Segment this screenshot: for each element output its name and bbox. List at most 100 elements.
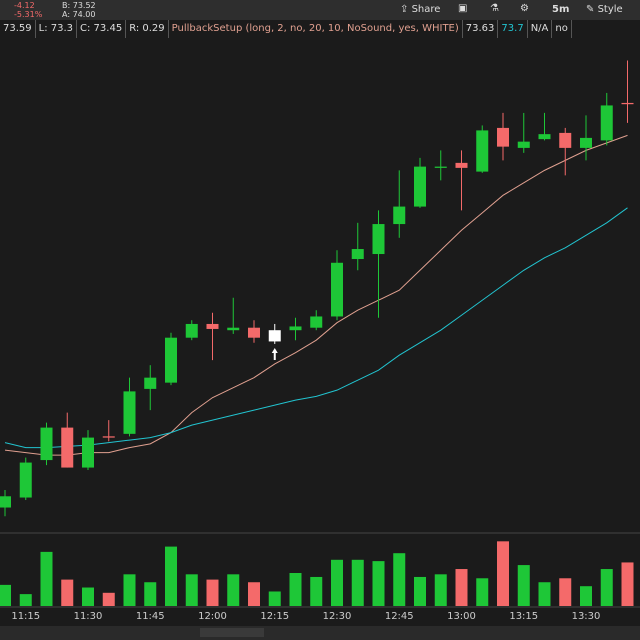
- study-bar: 73.59 L: 73.3 C: 73.45 R: 0.29 PullbackS…: [0, 20, 640, 38]
- candle-body: [559, 132, 572, 148]
- volume-bar: [61, 579, 74, 606]
- candle-body: [206, 323, 219, 329]
- candle-body: [497, 127, 509, 147]
- change: -4.12: [14, 1, 35, 10]
- candle-body: [165, 337, 177, 383]
- volume-bar: [621, 562, 634, 606]
- share-label[interactable]: Share: [411, 4, 441, 15]
- volume-bar: [497, 541, 509, 606]
- volume-bar: [476, 578, 489, 606]
- candle-body: [289, 326, 302, 331]
- candle-body: [268, 330, 281, 342]
- candle-body: [123, 391, 136, 434]
- candle-body: [621, 102, 634, 105]
- moving-average: [4, 207, 628, 449]
- scroll-thumb[interactable]: [200, 628, 264, 637]
- x-tick-label: 11:15: [11, 611, 40, 622]
- style-label[interactable]: Style: [597, 4, 623, 15]
- candle-body: [351, 249, 364, 260]
- x-tick-label: 13:30: [572, 611, 601, 622]
- volume-bar: [123, 574, 136, 606]
- toolbar: -4.12 -5.31% B: 73.52 A: 74.00 ⇪ Share ▣…: [0, 0, 640, 20]
- volume-bar: [19, 594, 32, 606]
- volume-bar: [185, 574, 198, 606]
- candle-body: [455, 162, 468, 168]
- volume-bar: [102, 592, 115, 606]
- candle-body: [414, 166, 426, 207]
- candle-body: [310, 316, 323, 328]
- bid: B: 73.52: [62, 1, 96, 10]
- share-button[interactable]: ⇪ Share: [400, 4, 441, 15]
- x-tick-label: 11:30: [74, 611, 103, 622]
- change-pct: -5.31%: [14, 10, 43, 19]
- volume-bar: [227, 574, 240, 606]
- candle-body: [434, 166, 447, 168]
- volume-bar: [517, 565, 530, 606]
- x-tick-label: 13:00: [447, 611, 476, 622]
- settings-button[interactable]: ⚙: [520, 3, 529, 14]
- volume-bar: [165, 546, 177, 606]
- candle-body: [600, 105, 613, 141]
- volume-bar: [144, 582, 157, 606]
- candle-body: [538, 134, 551, 140]
- volume-bar: [310, 576, 323, 606]
- candle-body: [517, 141, 530, 148]
- candle-body: [82, 437, 94, 468]
- timeframe-button[interactable]: 5m: [552, 4, 570, 15]
- volume-bar: [206, 579, 219, 606]
- candle-body: [372, 224, 385, 255]
- volume-bar: [351, 559, 364, 606]
- scrollbar[interactable]: [0, 626, 640, 640]
- x-tick-label: 13:15: [509, 611, 538, 622]
- signal-arrow: [271, 347, 278, 360]
- volume-bar: [0, 584, 11, 606]
- volume-bar: [600, 569, 613, 606]
- volume-bar: [289, 573, 302, 606]
- volume-bar: [434, 574, 447, 606]
- candle-body: [185, 323, 198, 338]
- volume-bar: [538, 582, 551, 606]
- candle-body: [102, 436, 115, 438]
- volume-bar: [268, 591, 281, 606]
- volume-bar: [414, 576, 426, 606]
- candle-body: [40, 427, 53, 461]
- candle-body: [0, 496, 11, 508]
- x-tick-label: 12:00: [198, 611, 227, 622]
- candle-body: [476, 130, 489, 172]
- candle-body: [144, 377, 157, 389]
- volume-bar: [580, 586, 592, 606]
- x-tick-label: 12:15: [260, 611, 289, 622]
- moving-average: [4, 134, 628, 456]
- candle-body: [393, 206, 406, 225]
- volume-bar: [559, 578, 572, 606]
- candle-body: [331, 262, 343, 317]
- study-value: 73.59: [0, 20, 36, 38]
- study-value: N/A: [528, 20, 553, 38]
- flask-button[interactable]: ⚗: [490, 3, 499, 14]
- study-value: C: 73.45: [77, 20, 127, 38]
- candle-body: [227, 327, 240, 331]
- volume-bar: [455, 569, 468, 606]
- candle-body: [580, 137, 592, 148]
- study-value: no: [552, 20, 572, 38]
- study-value: 73.7: [498, 20, 528, 38]
- volume-bar: [82, 587, 94, 606]
- x-tick-label: 12:30: [323, 611, 352, 622]
- study-value: L: 73.3: [36, 20, 78, 38]
- ask: A: 74.00: [62, 10, 96, 19]
- study-name: PullbackSetup (long, 2, no, 20, 10, NoSo…: [169, 20, 463, 38]
- study-value: R: 0.29: [126, 20, 169, 38]
- volume-bar: [393, 553, 406, 606]
- volume-bar: [40, 551, 53, 606]
- volume-bar: [372, 561, 385, 606]
- volume-bar: [331, 559, 343, 606]
- candle-body: [61, 427, 74, 468]
- candle-body: [19, 462, 32, 498]
- icon-button[interactable]: ▣: [458, 3, 468, 14]
- style-button[interactable]: ✎ Style: [586, 4, 623, 15]
- volume-bar: [248, 582, 260, 606]
- candle-body: [248, 327, 260, 338]
- x-tick-label: 11:45: [136, 611, 165, 622]
